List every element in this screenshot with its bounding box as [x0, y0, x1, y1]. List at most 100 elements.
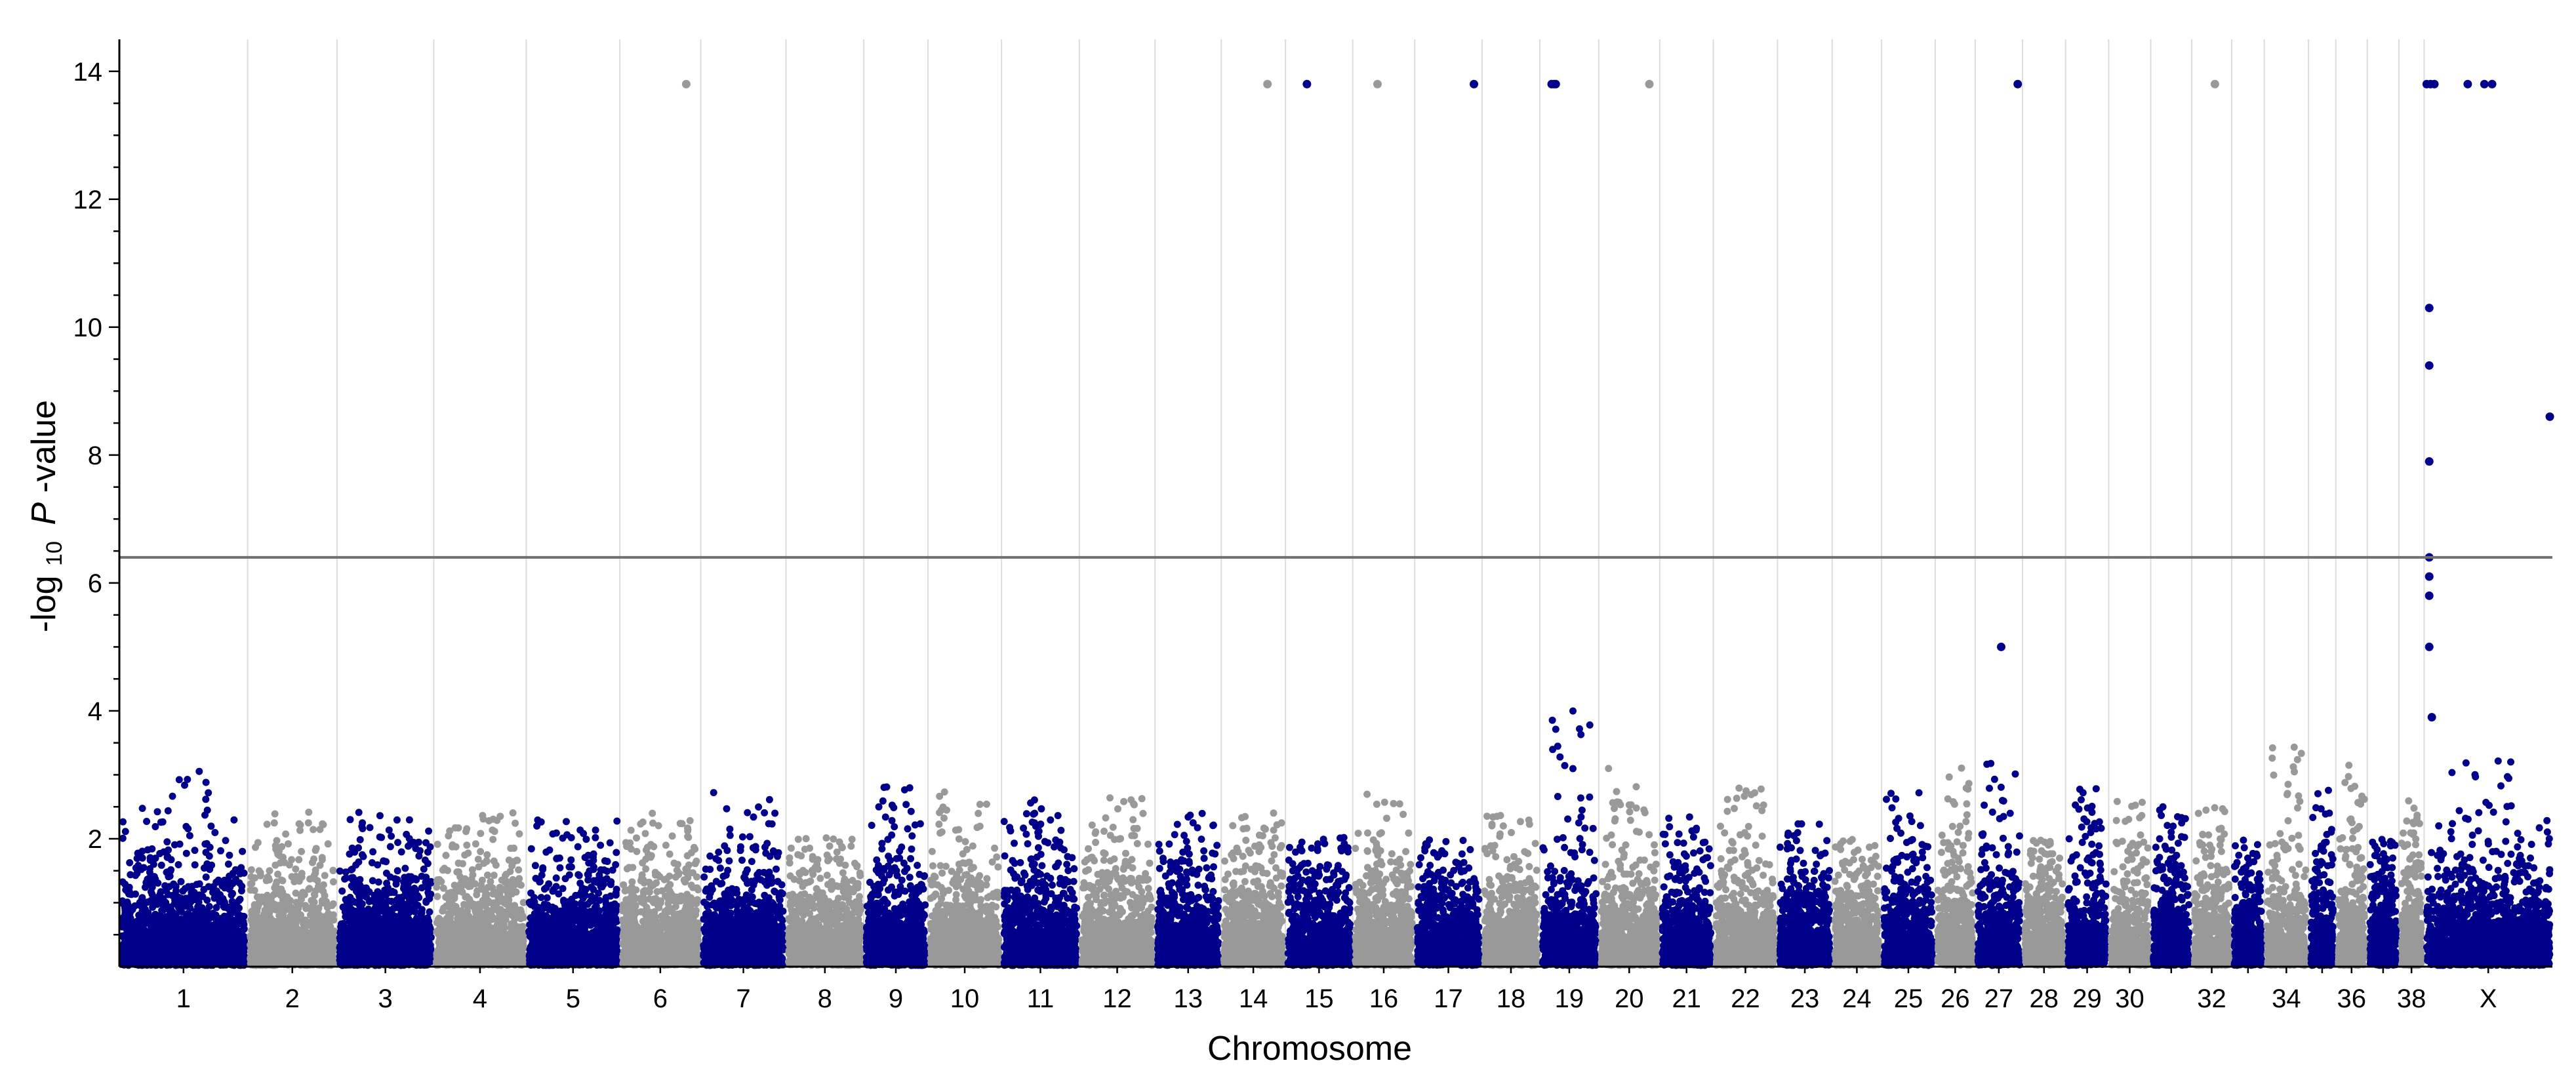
y-axis-title-suffix: -value: [25, 400, 63, 493]
chromosome-points-6: [618, 809, 702, 969]
chromosome-points-24: [1831, 836, 1883, 969]
significant-point: [2425, 304, 2434, 313]
x-tick-label-17: 17: [1434, 984, 1463, 1013]
x-tick-label-22: 22: [1731, 984, 1760, 1013]
chromosome-points-20: [1598, 765, 1661, 969]
x-tick-label-10: 10: [950, 984, 980, 1013]
y-tick-label: 8: [88, 441, 102, 470]
x-tick-label-11: 11: [1027, 984, 1055, 1013]
axes: [109, 39, 2552, 973]
y-tick-label: 6: [88, 569, 102, 598]
x-tick-label-28: 28: [2030, 984, 2059, 1013]
significant-point: [2430, 79, 2439, 89]
chromosome-points-30: [2108, 797, 2152, 969]
chromosome-points-16: [1352, 790, 1416, 969]
x-tick-label-3: 3: [378, 984, 393, 1013]
chromosome-points-27: [1974, 759, 2024, 969]
significant-point: [1263, 79, 1272, 89]
significant-point: [1373, 79, 1382, 89]
chromosome-points-14: [1220, 809, 1287, 969]
x-tick-label-12: 12: [1102, 984, 1132, 1013]
chromosome-points-23: [1776, 820, 1834, 969]
chromosome-points-26: [1934, 764, 1977, 969]
chromosome-points-17: [1413, 836, 1483, 969]
chromosome-points-X: [2423, 757, 2554, 969]
significant-point: [2480, 79, 2489, 89]
significant-point: [681, 79, 691, 89]
x-tick-label-4: 4: [473, 984, 487, 1013]
y-tick-label: 14: [73, 58, 103, 87]
x-tick-label-18: 18: [1497, 984, 1526, 1013]
significant-point: [1996, 642, 2005, 651]
chromosome-points-11: [1000, 796, 1081, 969]
chromosome-points-18: [1481, 812, 1541, 969]
x-tick-label-19: 19: [1555, 984, 1584, 1013]
x-tick-label-9: 9: [889, 984, 903, 1013]
x-tick-label-16: 16: [1369, 984, 1399, 1013]
x-tick-label-6: 6: [653, 984, 668, 1013]
chromosome-grid: [247, 39, 2425, 967]
chromosome-points-33: [2230, 836, 2266, 969]
x-tick-label-24: 24: [1842, 984, 1872, 1013]
significant-point: [1551, 79, 1560, 89]
y-tick-label: 12: [73, 186, 103, 214]
x-tick-label-1: 1: [176, 984, 191, 1013]
x-tick-label-7: 7: [736, 984, 750, 1013]
chromosome-points-31: [2150, 803, 2193, 969]
y-tick-label: 10: [73, 313, 103, 342]
x-tick-label-30: 30: [2115, 984, 2144, 1013]
chromosome-points-8: [785, 834, 865, 969]
chromosome-points-35: [2307, 786, 2337, 969]
chromosome-points-3: [336, 809, 435, 969]
chromosome-points-28: [2021, 836, 2066, 969]
y-tick-label: 4: [88, 697, 102, 726]
chromosome-points-25: [1880, 789, 1937, 969]
chromosome-points-38: [2398, 797, 2425, 969]
significant-point: [2487, 79, 2497, 89]
significant-point: [1470, 79, 1479, 89]
chromosome-points-37: [2366, 836, 2400, 969]
chromosome-points-21: [1659, 813, 1715, 969]
significant-point: [2427, 713, 2436, 722]
x-tick-label-38: 38: [2397, 984, 2426, 1013]
significant-point: [2425, 591, 2434, 600]
y-tick-label: 2: [88, 825, 102, 854]
chromosome-points-9: [862, 783, 929, 969]
chromosome-points-36: [2335, 761, 2369, 969]
significant-point: [2545, 412, 2554, 421]
chromosome-points-10: [927, 788, 1003, 969]
chromosome-points-22: [1712, 784, 1779, 969]
chromosome-points-5: [525, 816, 621, 969]
significant-point: [2425, 361, 2434, 370]
x-tick-label-29: 29: [2072, 984, 2102, 1013]
significant-point: [2425, 642, 2434, 651]
chromosome-points-19: [1539, 707, 1600, 969]
x-tick-label-8: 8: [818, 984, 832, 1013]
x-axis-title: Chromosome: [1207, 1030, 1412, 1068]
significant-point: [2425, 572, 2434, 581]
x-tick-label-13: 13: [1173, 984, 1203, 1013]
x-tick-label-20: 20: [1615, 984, 1644, 1013]
significant-point: [1645, 79, 1654, 89]
chromosome-points-32: [2190, 804, 2233, 969]
chromosome-points-2: [247, 809, 338, 969]
y-axis-title-subscript: 10: [42, 541, 67, 566]
x-tick-label-X: X: [2480, 984, 2497, 1013]
data-points: [118, 707, 2554, 969]
x-tick-label-27: 27: [1984, 984, 2014, 1013]
x-tick-label-15: 15: [1304, 984, 1334, 1013]
y-axis-title-prefix: -log: [25, 575, 63, 632]
x-tick-label-14: 14: [1239, 984, 1268, 1013]
x-tick-label-25: 25: [1894, 984, 1923, 1013]
significant-point: [2425, 457, 2434, 466]
chromosome-points-34: [2263, 743, 2310, 969]
significant-point: [1302, 79, 1312, 89]
x-tick-label-36: 36: [2337, 984, 2367, 1013]
y-axis-title-italic: P: [25, 502, 63, 525]
x-tick-label-23: 23: [1790, 984, 1820, 1013]
x-tick-label-34: 34: [2272, 984, 2301, 1013]
chromosome-points-13: [1154, 809, 1222, 969]
significant-point: [2210, 79, 2219, 89]
y-tick-labels: 2 4 6 8 10 12 14: [73, 58, 103, 854]
